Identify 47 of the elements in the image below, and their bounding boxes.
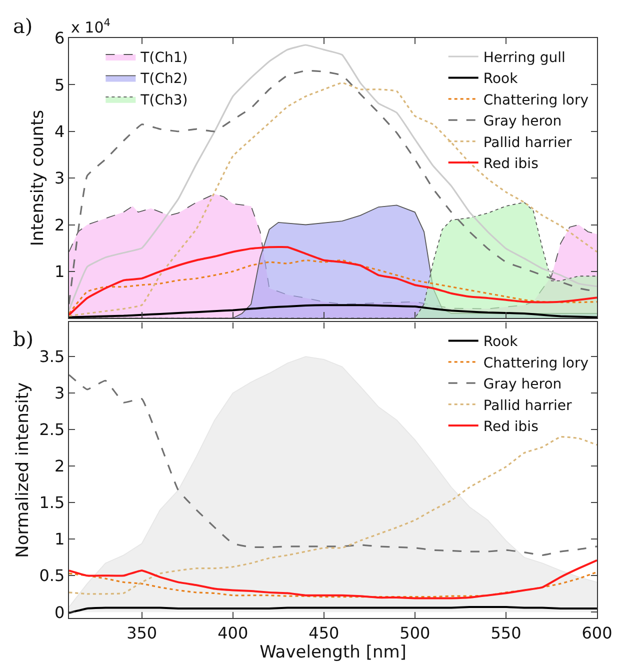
legend-label: Gray heron <box>483 114 562 130</box>
x-tick-label: 450 <box>308 623 340 642</box>
legend-label: Pallid harrier <box>483 398 572 414</box>
line-series <box>69 436 597 595</box>
text: a) <box>13 14 33 38</box>
legend-label: Rook <box>483 334 519 350</box>
y-tick-label: 1 <box>54 262 65 282</box>
legend-label: Chattering lory <box>483 92 589 108</box>
x-tick-label: 350 <box>126 623 158 642</box>
legend-label: T(Ch1) <box>140 50 188 66</box>
y-tick-label: 4 <box>54 122 65 141</box>
legend-label: Red ibis <box>483 156 538 172</box>
line-series <box>69 259 597 314</box>
text: b) <box>13 327 34 351</box>
legend-label: Pallid harrier <box>483 134 572 151</box>
line-series <box>69 304 597 318</box>
legend-label: Gray heron <box>483 376 562 393</box>
legend-label: Rook <box>483 71 519 88</box>
y-tick-label: 2.5 <box>39 420 65 440</box>
line-series <box>69 246 597 316</box>
y-tick-label: 3 <box>54 384 65 403</box>
legend-label: Herring gull <box>483 50 566 66</box>
y-tick-label: 0.5 <box>39 566 65 586</box>
text: x 10$^{4}$ <box>71 17 111 36</box>
legend-label: T(Ch2) <box>140 71 188 88</box>
line-series <box>69 374 597 556</box>
y-tick-label: 1 <box>54 530 65 549</box>
legend-label: Chattering lory <box>483 355 589 372</box>
x-tick-label: 400 <box>218 623 248 642</box>
legend-label: Red ibis <box>483 418 538 435</box>
y-tick-label: 0 <box>54 602 65 622</box>
y-tick-label: 3 <box>54 168 65 188</box>
x-tick-label: 600 <box>582 623 612 642</box>
y-tick-label: 3.5 <box>39 347 65 366</box>
y-tick-label: 2 <box>54 456 65 476</box>
x-tick-label: 550 <box>490 623 522 642</box>
y-tick-label: 1.5 <box>39 493 65 512</box>
y-axis-title: Normalized intensity <box>12 382 33 558</box>
y-tick-label: 5 <box>54 75 65 94</box>
y-axis-title: Intensity counts <box>28 110 48 246</box>
x-tick-label: 500 <box>400 623 430 642</box>
legend-label: T(Ch3) <box>140 92 188 108</box>
y-tick-label: 6 <box>54 28 65 48</box>
y-tick-label: 2 <box>54 215 65 234</box>
line-series <box>69 571 597 598</box>
x-axis-title: Wavelength [nm] <box>260 642 406 663</box>
line-series <box>69 559 597 600</box>
